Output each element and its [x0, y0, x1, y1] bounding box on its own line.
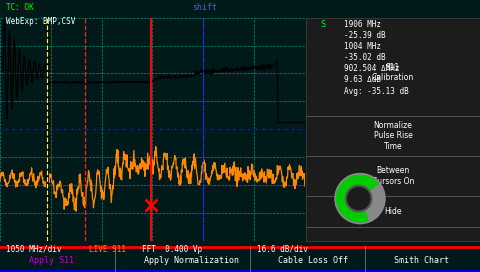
Text: Cable Loss Off: Cable Loss Off	[278, 256, 348, 265]
Text: WebExp: BMP,CSV: WebExp: BMP,CSV	[6, 17, 75, 26]
Circle shape	[346, 185, 372, 212]
Text: TC: OK: TC: OK	[6, 2, 34, 11]
Text: Hide: Hide	[384, 207, 402, 216]
Circle shape	[348, 187, 370, 210]
Text: 16.6 dB/div: 16.6 dB/div	[257, 245, 308, 254]
Text: FFT  0.400 Vp: FFT 0.400 Vp	[142, 245, 202, 254]
Text: 1906 MHz
-25.39 dB
1004 MHz
-35.02 dB
902.504 ΔMHz
9.63 ΔdB
Avg: -35.13 dB: 1906 MHz -25.39 dB 1004 MHz -35.02 dB 90…	[345, 20, 409, 95]
Text: 1050 MHz/div: 1050 MHz/div	[6, 245, 61, 254]
Text: Normalize
Pulse Rise
Time: Normalize Pulse Rise Time	[374, 121, 412, 151]
Text: S11
Calibration: S11 Calibration	[372, 63, 414, 82]
Text: Between
Cursors On: Between Cursors On	[372, 166, 414, 186]
Text: Smith Chart: Smith Chart	[394, 256, 449, 265]
Wedge shape	[337, 175, 378, 222]
Circle shape	[335, 174, 385, 224]
Text: shift: shift	[192, 2, 217, 11]
Text: S: S	[320, 20, 325, 29]
Text: LIVE S11: LIVE S11	[89, 245, 126, 254]
Text: Apply S11: Apply S11	[29, 256, 74, 265]
Text: Apply Normalization: Apply Normalization	[144, 256, 239, 265]
